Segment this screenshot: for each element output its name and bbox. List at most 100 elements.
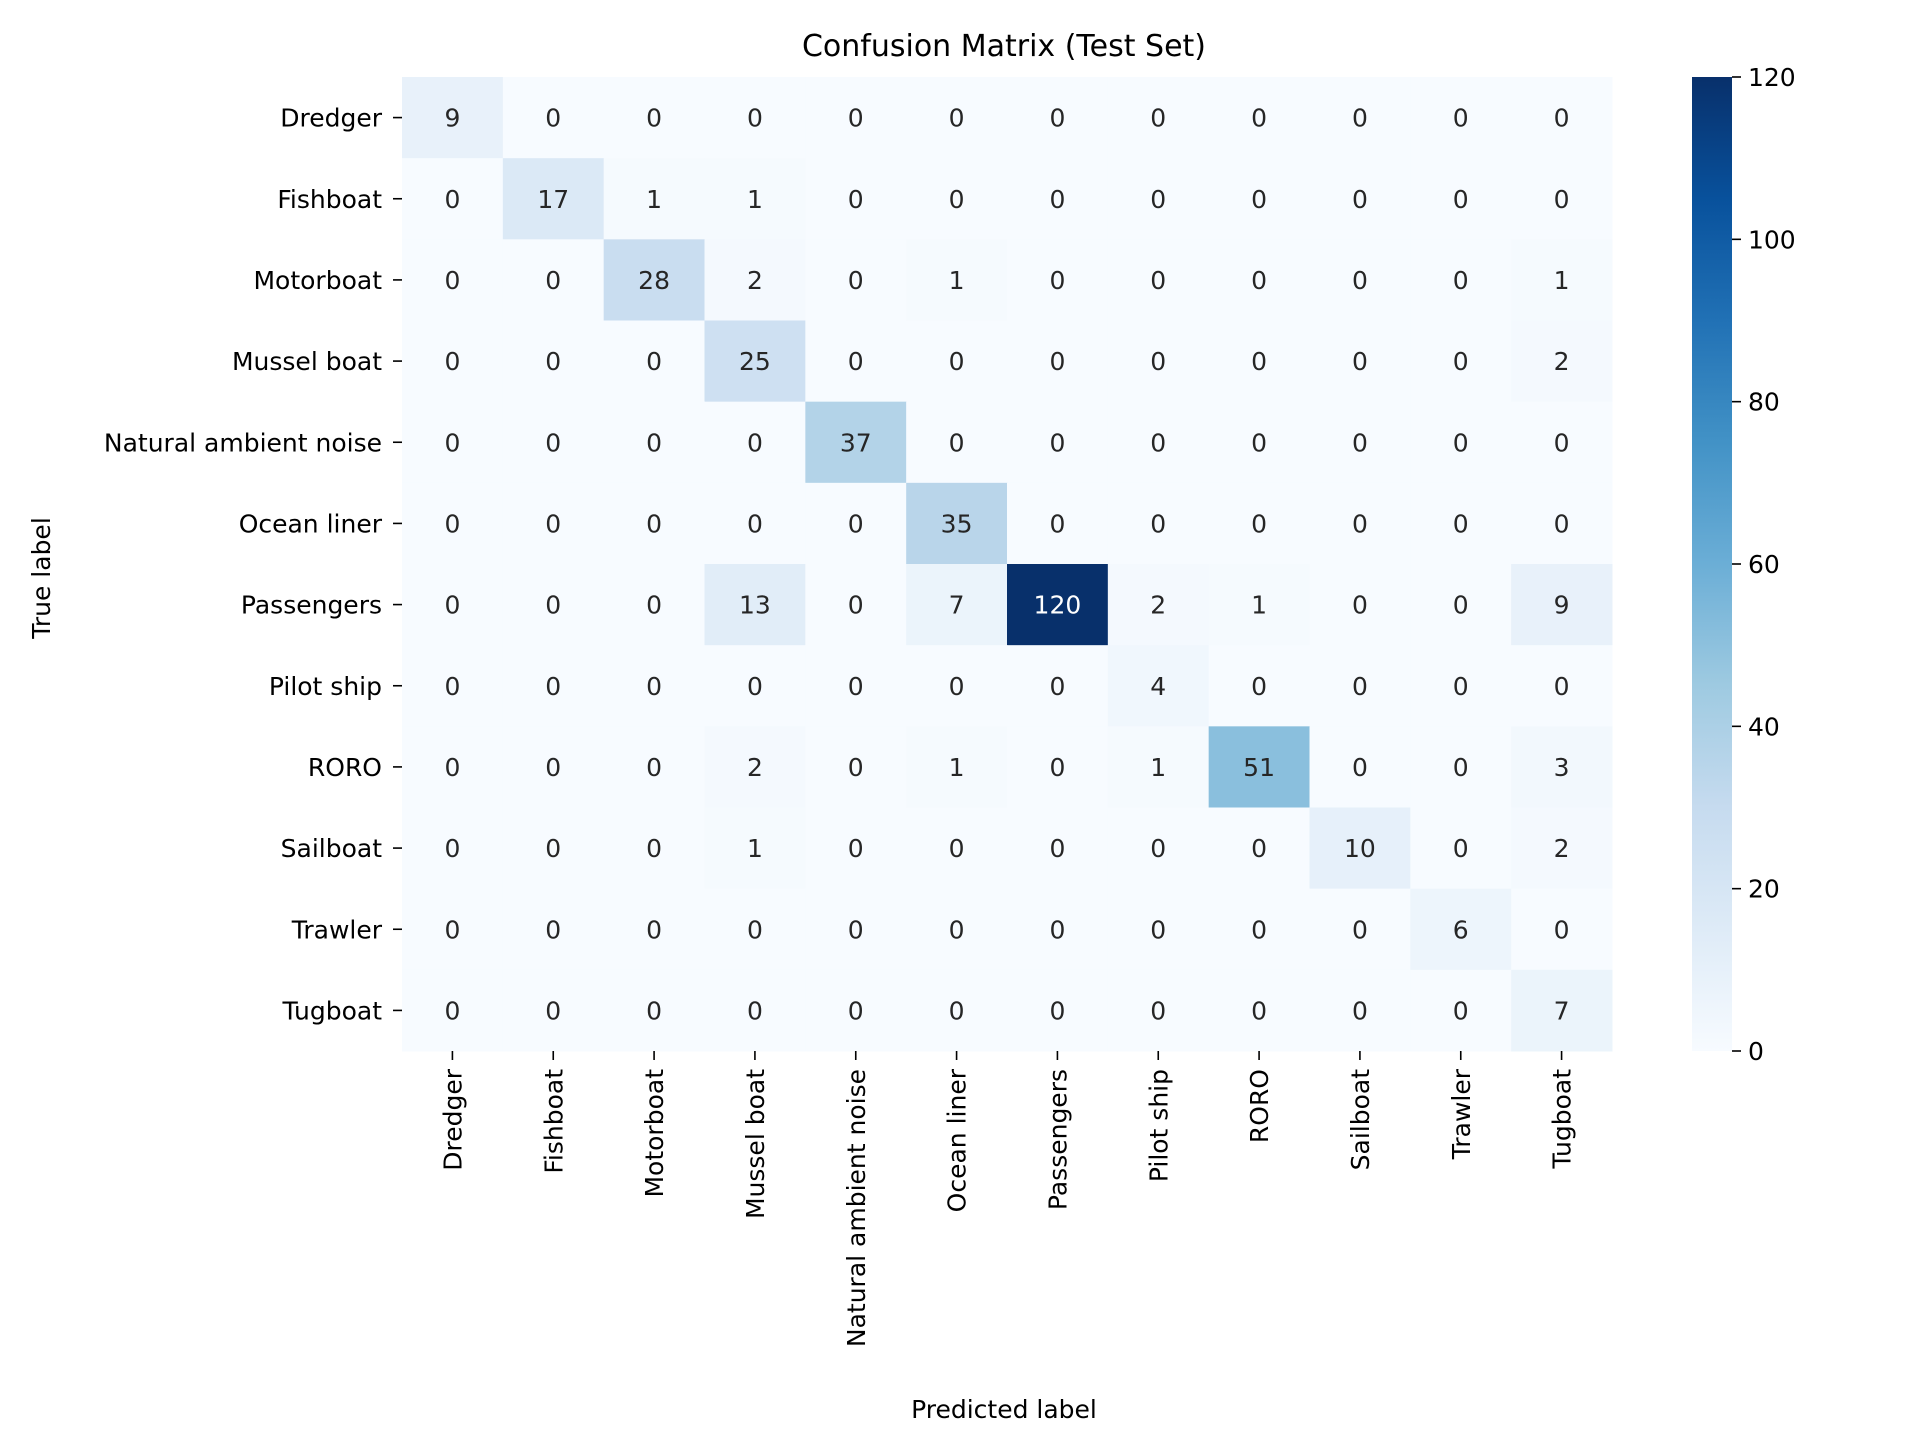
cell-value-label: 0: [444, 428, 460, 457]
y-tick-label: Motorboat: [253, 266, 382, 295]
heatmap-cell: [805, 888, 907, 971]
cell-value-label: 0: [444, 266, 460, 295]
heatmap-cell: [1208, 645, 1310, 727]
cell-value-label: 2: [1150, 591, 1166, 620]
heatmap-cell: [906, 482, 1008, 565]
cell-value-label: 6: [1453, 915, 1469, 944]
cell-value-label: 0: [545, 834, 561, 863]
heatmap-cell: [1511, 726, 1613, 808]
heatmap-cell: [502, 969, 605, 1052]
cell-value-label: 1: [949, 266, 965, 295]
y-tick-label: Tugboat: [282, 996, 383, 1025]
heatmap-cell: [603, 239, 705, 321]
chart-title: Confusion Matrix (Test Set): [802, 29, 1206, 64]
cell-value-label: 0: [1352, 753, 1368, 782]
heatmap-cell: [1309, 888, 1411, 971]
heatmap-cell: [1007, 239, 1109, 321]
cell-value-label: 0: [545, 509, 561, 538]
cell-value-label: 2: [1554, 834, 1570, 863]
heatmap-cell: [1007, 645, 1109, 727]
cell-value-label: 0: [646, 753, 662, 782]
heatmap-cell: [402, 969, 504, 1052]
heatmap-cell: [1410, 401, 1512, 484]
cell-value-label: 0: [848, 266, 864, 295]
heatmap-cell: [1309, 482, 1411, 565]
cell-value-label: 0: [545, 591, 561, 620]
heatmap-cell: [1410, 888, 1512, 971]
heatmap-cell: [906, 807, 1008, 890]
heatmap-cell: [1107, 482, 1210, 565]
cell-value-label: 0: [444, 915, 460, 944]
cell-value-label: 0: [1352, 104, 1368, 133]
cell-value-label: 0: [747, 672, 763, 701]
heatmap-cell: [704, 320, 806, 403]
cell-value-label: 0: [444, 996, 460, 1025]
heatmap-cell: [402, 482, 504, 565]
cell-value-label: 0: [949, 347, 965, 376]
heatmap-cell-labels: 9 0 0 0 0 0 0 0 0 0 0 00 17 1 1 0 0 0 0 0 0 0 00 0 28 2 0 1 0 0 0 0 0 10 0…: [444, 104, 1569, 1026]
cell-value-label: 17: [537, 185, 569, 214]
heatmap-cell: [704, 158, 806, 240]
heatmap-cell: [1309, 969, 1411, 1052]
cell-value-label: 37: [840, 428, 872, 457]
cell-value-label: 0: [444, 834, 460, 863]
cell-value-label: 0: [1251, 104, 1267, 133]
cell-value-label: 0: [1352, 185, 1368, 214]
cell-value-label: 0: [1049, 834, 1065, 863]
cell-value-label: 0: [646, 834, 662, 863]
heatmap-cell: [1007, 401, 1109, 484]
cell-value-label: 0: [1352, 509, 1368, 538]
heatmap-cell: [1511, 239, 1613, 321]
heatmap-cell: [1511, 401, 1613, 484]
cell-value-label: 2: [747, 753, 763, 782]
cell-value-label: 0: [1251, 834, 1267, 863]
heatmap-cell: [805, 645, 907, 727]
cell-value-label: 0: [444, 347, 460, 376]
heatmap-cell: [603, 807, 705, 890]
cell-value-label: 0: [444, 591, 460, 620]
heatmap-cell: [906, 401, 1008, 484]
heatmap-cell: [1511, 969, 1613, 1052]
cell-value-label: 0: [1453, 428, 1469, 457]
cell-value-label: 0: [1049, 509, 1065, 538]
cell-value-label: 0: [1554, 104, 1570, 133]
cell-value-label: 0: [747, 915, 763, 944]
colorbar-ticks: 0 20 40 60 80 100 120: [1732, 63, 1796, 1066]
cell-value-label: 0: [1049, 753, 1065, 782]
heatmap-cell: [402, 401, 504, 484]
cell-value-label: 0: [1049, 347, 1065, 376]
heatmap-cell: [1511, 807, 1613, 890]
heatmap-cell: [805, 807, 907, 890]
cell-value-label: 0: [949, 104, 965, 133]
cell-value-label: 0: [545, 996, 561, 1025]
cell-value-label: 0: [1251, 996, 1267, 1025]
cell-value-label: 3: [1554, 753, 1570, 782]
cell-value-label: 0: [848, 672, 864, 701]
cell-value-label: 0: [1150, 266, 1166, 295]
cell-value-label: 0: [848, 996, 864, 1025]
x-tick-label: Motorboat: [640, 1069, 669, 1198]
cell-value-label: 2: [747, 266, 763, 295]
cell-value-label: 0: [545, 915, 561, 944]
cell-value-label: 0: [1150, 185, 1166, 214]
heatmap-cell: [1107, 158, 1210, 240]
cell-value-label: 13: [739, 591, 771, 620]
heatmap-cell: [805, 969, 907, 1052]
colorbar-tick-label: 100: [1748, 225, 1796, 254]
heatmap-cell: [1511, 77, 1613, 159]
heatmap-cell: [603, 969, 705, 1052]
heatmap-cell: [1410, 239, 1512, 321]
cell-value-label: 7: [1554, 996, 1570, 1025]
heatmap-cells: [402, 77, 1613, 1052]
heatmap-cell: [1007, 888, 1109, 971]
heatmap-cell: [1107, 239, 1210, 321]
heatmap-cell: [402, 807, 504, 890]
y-tick-label: Dredger: [280, 104, 382, 133]
heatmap-cell: [1107, 564, 1210, 646]
heatmap-cell: [1208, 726, 1310, 808]
heatmap-cell: [1410, 320, 1512, 403]
x-tick-label: Natural ambient noise: [842, 1069, 871, 1347]
heatmap-cell: [1107, 969, 1210, 1052]
cell-value-label: 1: [949, 753, 965, 782]
heatmap-cell: [603, 888, 705, 971]
